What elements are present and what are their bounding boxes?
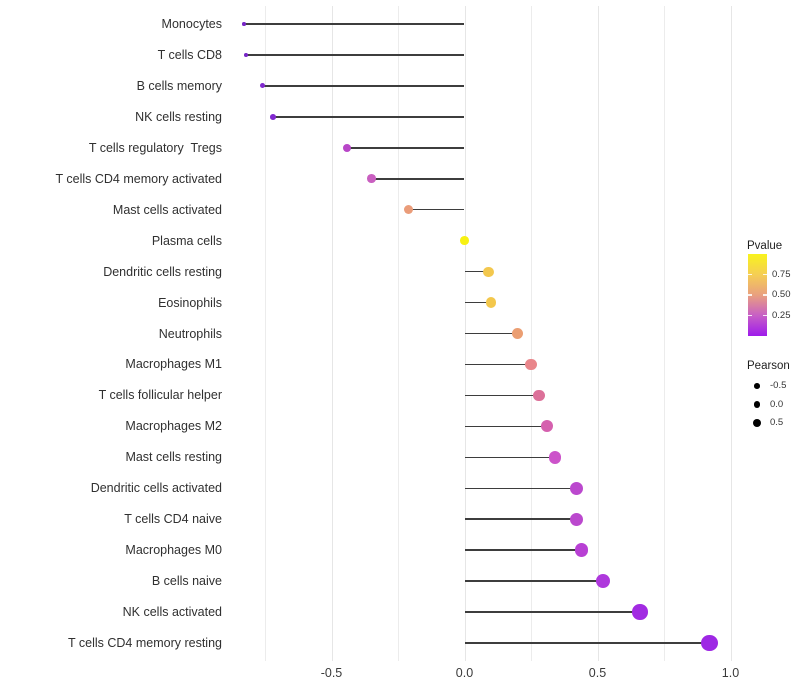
data-point bbox=[525, 358, 537, 371]
minor-gridline bbox=[664, 6, 665, 661]
data-point bbox=[483, 266, 494, 277]
x-axis-tick-label: 0.0 bbox=[455, 666, 474, 680]
lollipop-stem bbox=[464, 394, 539, 397]
lollipop-stem bbox=[464, 332, 518, 335]
pearson-size-dot bbox=[754, 383, 760, 389]
major-gridline bbox=[597, 6, 599, 661]
pvalue-tick-label: 0.25 bbox=[772, 309, 791, 321]
lollipop-stem bbox=[464, 611, 641, 613]
y-axis-label: Mast cells activated bbox=[112, 202, 222, 217]
lollipop-stem bbox=[371, 178, 465, 180]
lollipop-stem bbox=[464, 425, 547, 428]
y-axis-label: Dendritic cells activated bbox=[90, 481, 222, 496]
x-axis-tick-label: 0.5 bbox=[588, 666, 607, 680]
data-point bbox=[540, 420, 554, 433]
y-axis-label: T cells regulatory Tregs bbox=[88, 140, 222, 155]
y-axis-label: Macrophages M2 bbox=[125, 419, 222, 434]
lollipop-stem bbox=[464, 301, 492, 304]
pearson-size-dot bbox=[753, 401, 761, 408]
data-point bbox=[512, 328, 524, 339]
minor-gridline bbox=[398, 6, 399, 661]
data-point bbox=[259, 83, 265, 89]
y-axis-label: Dendritic cells resting bbox=[103, 264, 222, 279]
data-point bbox=[270, 114, 276, 120]
data-point bbox=[343, 143, 352, 152]
data-point bbox=[569, 481, 583, 495]
pearson-legend-title: Pearson bbox=[747, 360, 790, 372]
pvalue-legend-title: Pvalue bbox=[747, 240, 783, 252]
colorbar-tick-mark bbox=[748, 314, 752, 317]
pearson-size-dot bbox=[752, 418, 762, 428]
data-point bbox=[632, 604, 648, 620]
lollipop-stem bbox=[464, 270, 489, 273]
lollipop-stem bbox=[272, 116, 465, 118]
data-point bbox=[241, 22, 246, 26]
colorbar-tick-mark bbox=[748, 294, 752, 296]
colorbar-tick-mark bbox=[763, 314, 767, 317]
y-axis-label: T cells CD4 memory activated bbox=[55, 171, 223, 186]
lollipop-stem bbox=[464, 363, 531, 366]
y-axis-label: Macrophages M0 bbox=[125, 543, 222, 558]
pearson-size-label: 0.5 bbox=[770, 417, 784, 428]
data-point bbox=[574, 543, 589, 557]
pvalue-tick-label: 0.50 bbox=[772, 289, 791, 300]
pvalue-tick-label: 0.75 bbox=[772, 268, 791, 280]
x-axis-tick-label: -0.5 bbox=[320, 666, 343, 680]
y-axis-label: T cells follicular helper bbox=[98, 388, 222, 403]
lollipop-stem bbox=[464, 487, 577, 489]
x-axis-tick-label: 1.0 bbox=[721, 666, 740, 680]
data-point bbox=[460, 236, 469, 245]
data-point bbox=[595, 573, 611, 589]
y-axis-label: B cells memory bbox=[136, 78, 222, 93]
data-point bbox=[485, 297, 497, 308]
data-point bbox=[548, 451, 562, 464]
pearson-size-label: -0.5 bbox=[770, 380, 787, 391]
minor-gridline bbox=[265, 6, 266, 661]
lollipop-stem bbox=[243, 23, 465, 25]
data-point bbox=[244, 53, 249, 57]
data-point bbox=[533, 389, 545, 402]
y-axis-label: Monocytes bbox=[161, 17, 222, 31]
data-point bbox=[367, 174, 376, 184]
lollipop-stem bbox=[347, 147, 465, 149]
y-axis-label: Neutrophils bbox=[158, 326, 222, 341]
y-axis-label: Plasma cells bbox=[151, 233, 222, 248]
pvalue-gradient-bar bbox=[748, 254, 767, 336]
lollipop-stem bbox=[464, 456, 555, 459]
minor-gridline bbox=[531, 6, 532, 661]
y-axis-label: B cells naive bbox=[151, 574, 222, 589]
lollipop-stem bbox=[262, 85, 465, 87]
major-gridline bbox=[730, 6, 732, 661]
lollipop-stem bbox=[464, 518, 577, 520]
y-axis-label: Eosinophils bbox=[158, 295, 222, 310]
y-axis-label: T cells CD8 bbox=[157, 47, 222, 62]
data-point bbox=[700, 634, 718, 652]
y-axis-label: Mast cells resting bbox=[125, 450, 222, 465]
lollipop-stem bbox=[464, 580, 603, 582]
y-axis-label: T cells CD4 memory resting bbox=[68, 636, 222, 650]
data-point bbox=[569, 512, 583, 526]
y-axis-label: Macrophages M1 bbox=[125, 357, 222, 372]
y-axis-label: NK cells resting bbox=[135, 109, 222, 124]
major-gridline bbox=[331, 6, 333, 661]
lollipop-stem bbox=[408, 208, 465, 211]
colorbar-tick-mark bbox=[763, 294, 767, 296]
pearson-size-label: 0.0 bbox=[770, 398, 784, 410]
colorbar-tick-mark bbox=[763, 273, 767, 276]
lollipop-stem bbox=[464, 642, 710, 644]
colorbar-tick-mark bbox=[748, 273, 752, 276]
lollipop-stem bbox=[464, 549, 582, 551]
y-axis-label: NK cells activated bbox=[122, 605, 222, 620]
data-point bbox=[404, 205, 414, 215]
lollipop-stem bbox=[246, 54, 465, 56]
y-axis-label: T cells CD4 naive bbox=[124, 512, 222, 527]
